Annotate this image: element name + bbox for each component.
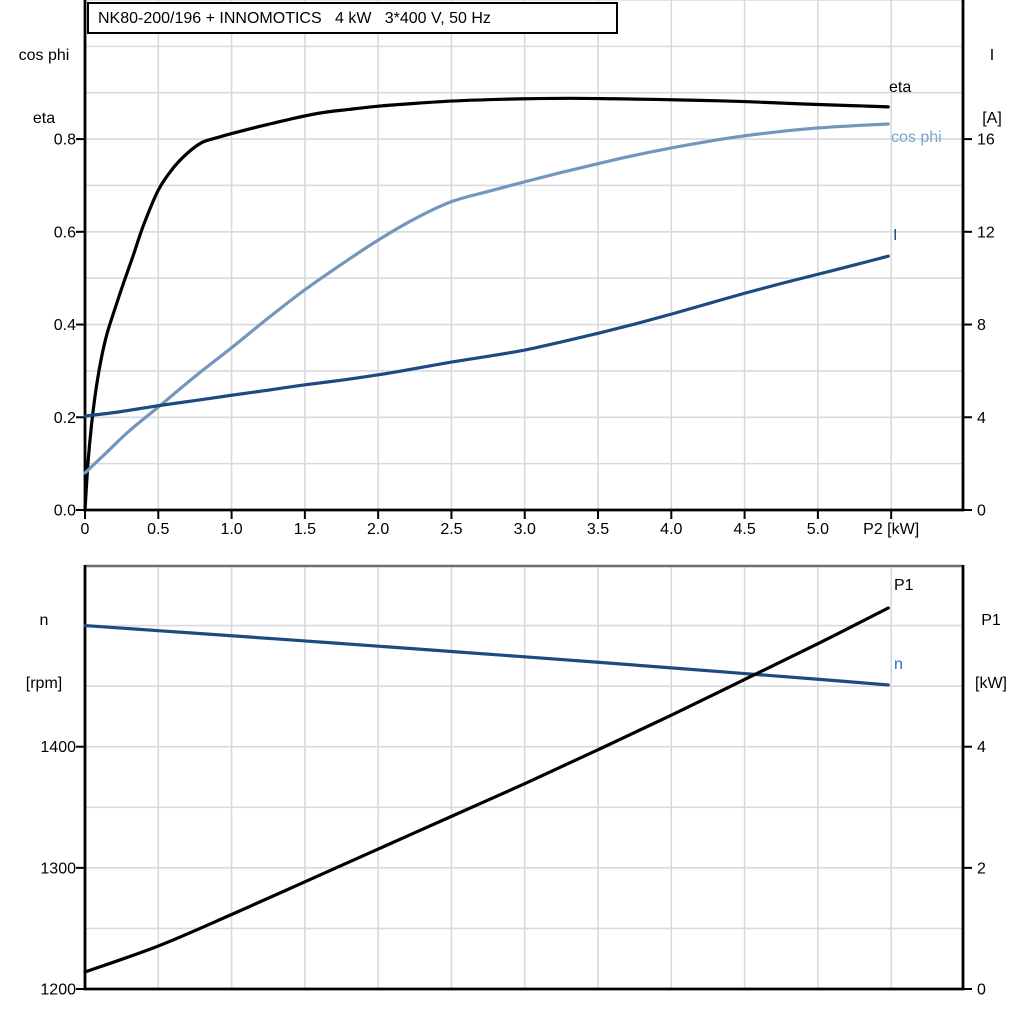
- curve-label-cosphi: cos phi: [891, 129, 942, 146]
- chart-title-box: NK80-200/196 + INNOMOTICS 4 kW 3*400 V, …: [87, 2, 618, 34]
- series-curve-eta: [83, 96, 890, 512]
- curve-label-p1: P1: [894, 577, 914, 594]
- x-tick-label: 3.0: [514, 521, 536, 538]
- x-tick-label: 2.5: [440, 521, 462, 538]
- right-tick-label: 8: [977, 317, 986, 334]
- right-tick-label: 2: [977, 860, 986, 877]
- axis-title-p1-unit: [kW]: [975, 675, 1007, 692]
- series-curve-n: [83, 623, 890, 687]
- series-curve-I: [83, 254, 890, 418]
- bottom-left-axis-title: n [rpm]: [6, 568, 82, 736]
- x-tick-label: 3.5: [587, 521, 609, 538]
- x-tick-label: 4.0: [660, 521, 682, 538]
- axis-title-cosphi: cos phi: [18, 47, 70, 64]
- x-tick-label: 0.5: [147, 521, 169, 538]
- right-tick-label: 12: [977, 224, 995, 241]
- right-tick-label: 0: [977, 503, 986, 520]
- axis-title-speed-unit: [rpm]: [25, 675, 63, 692]
- x-tick-label: 4.5: [733, 521, 755, 538]
- x-tick-label: 1.5: [294, 521, 316, 538]
- curve-label-current: I: [893, 227, 898, 244]
- series-curve-P1: [83, 606, 890, 974]
- x-tick-label: 0: [81, 521, 90, 538]
- left-tick-label: 1400: [40, 739, 76, 756]
- right-tick-label: 0: [977, 982, 986, 999]
- left-tick-label: 0.8: [54, 132, 76, 149]
- series-curve-cos-phi: [83, 122, 890, 475]
- bottom-right-axis-title: P1 [kW]: [962, 568, 1020, 736]
- left-tick-label: 0.0: [54, 503, 76, 520]
- axis-title-current: I: [989, 47, 995, 64]
- x-tick-label: 1.0: [220, 521, 242, 538]
- chart-title: NK80-200/196 + INNOMOTICS 4 kW 3*400 V, …: [98, 9, 491, 27]
- axis-title-eta: eta: [32, 110, 56, 127]
- left-tick-label: 0.6: [54, 224, 76, 241]
- curve-label-eta: eta: [889, 79, 912, 96]
- axis-title-p1: P1: [981, 612, 1001, 629]
- x-tick-label: 2.0: [367, 521, 389, 538]
- axis-title-current-unit: [A]: [982, 110, 1002, 127]
- x-tick-label: 5.0: [807, 521, 829, 538]
- right-tick-label: 4: [977, 410, 986, 427]
- left-tick-label: 1200: [40, 982, 76, 999]
- top-left-axis-title: cos phi eta: [6, 3, 82, 171]
- right-tick-label: 4: [977, 739, 986, 756]
- left-tick-label: 0.4: [54, 317, 76, 334]
- curve-label-speed: n: [894, 656, 903, 673]
- right-tick-label: 16: [977, 132, 995, 149]
- left-tick-label: 1300: [40, 860, 76, 877]
- axis-title-speed: n: [39, 612, 49, 629]
- left-tick-label: 0.2: [54, 410, 76, 427]
- top-right-axis-title: I [A]: [966, 3, 1018, 171]
- x-tick-label: P2 [kW]: [863, 521, 919, 538]
